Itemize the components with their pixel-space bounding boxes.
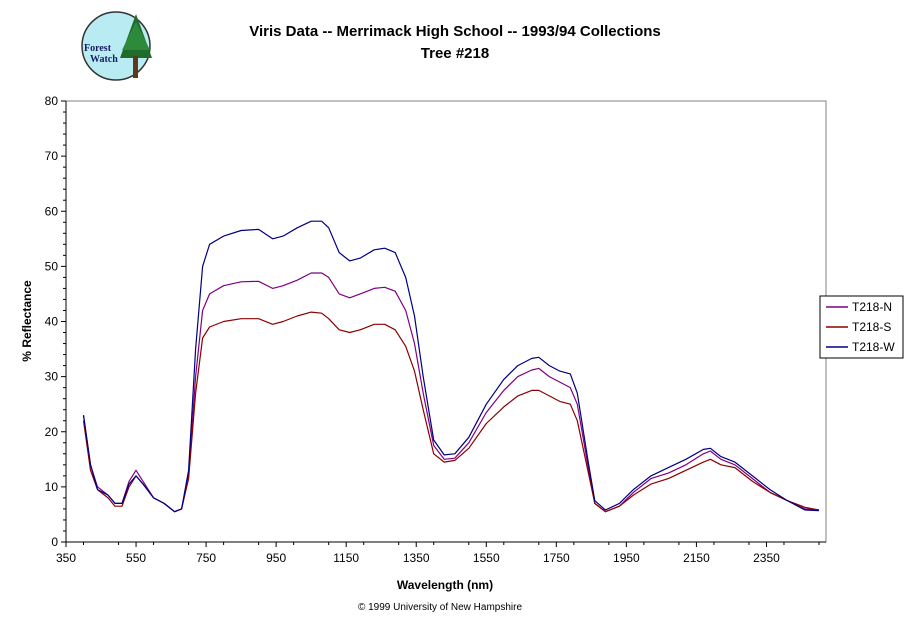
- x-tick-label: 1750: [543, 551, 570, 565]
- y-tick-label: 20: [45, 425, 59, 439]
- legend-label-t218-s: T218-S: [852, 320, 891, 334]
- y-axis-label: % Reflectance: [20, 280, 34, 362]
- x-tick-label: 1950: [613, 551, 640, 565]
- x-tick-label: 1350: [403, 551, 430, 565]
- x-tick-label: 2350: [753, 551, 780, 565]
- y-tick-label: 50: [45, 259, 59, 273]
- chart-subtitle: Tree #218: [421, 45, 489, 62]
- y-tick-label: 0: [51, 535, 58, 549]
- x-tick-label: 550: [126, 551, 146, 565]
- series-line-t218-w: [82, 220, 820, 513]
- legend-label-t218-w: T218-W: [852, 340, 895, 354]
- x-tick-label: 350: [56, 551, 76, 565]
- y-tick-label: 30: [45, 370, 59, 384]
- y-tick-label: 40: [45, 315, 59, 329]
- legend: T218-N T218-S T218-W: [819, 295, 904, 359]
- y-tick-label: 80: [45, 94, 59, 108]
- x-axis: 350 550 750 950 1150 1350 1550 1750 1950 2150 2350: [56, 541, 826, 565]
- y-tick-label: 10: [45, 480, 59, 494]
- plot-area: [65, 100, 827, 543]
- y-axis: 0 10 20 30 40 50 60 70 80: [45, 94, 67, 549]
- x-tick-label: 1150: [333, 551, 359, 565]
- legend-label-t218-n: T218-N: [852, 300, 892, 314]
- x-tick-label: 1550: [473, 551, 500, 565]
- y-tick-label: 60: [45, 204, 59, 218]
- forest-watch-logo: Forest Watch: [81, 11, 152, 81]
- x-tick-label: 950: [266, 551, 286, 565]
- x-tick-label: 750: [196, 551, 216, 565]
- chart-title: Viris Data -- Merrimack High School -- 1…: [249, 23, 661, 40]
- logo-text-forest: Forest: [84, 43, 112, 54]
- x-tick-label: 2150: [683, 551, 710, 565]
- series-group: [82, 220, 820, 513]
- copyright-footer: © 1999 University of New Hampshire: [358, 602, 523, 613]
- logo-text-watch: Watch: [90, 54, 118, 65]
- y-tick-label: 70: [45, 149, 59, 163]
- series-line-t218-s: [82, 311, 820, 513]
- x-axis-label: Wavelength (nm): [397, 578, 493, 592]
- series-line-t218-n: [82, 272, 820, 513]
